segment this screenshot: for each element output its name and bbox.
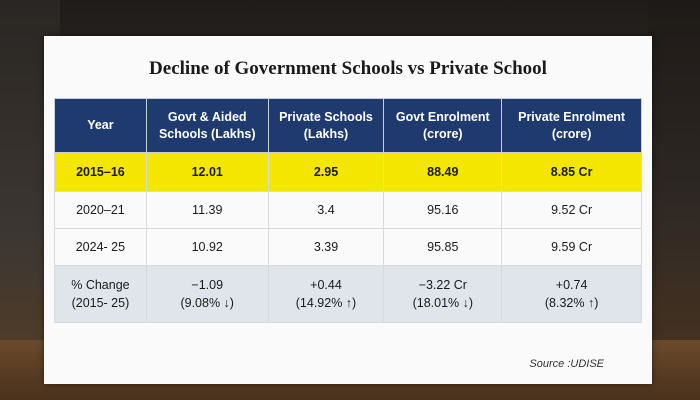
header-govt-enrolment: Govt Enrolment (crore) — [383, 98, 503, 153]
cell-govt-schools: 10.92 — [145, 228, 269, 266]
change-govt-schools-value: −1.09 — [191, 278, 224, 292]
change-private-enrolment-value: +0.74 — [555, 278, 588, 292]
header-private-schools: Private Schools (Lakhs) — [267, 98, 385, 153]
cell-year: 2024- 25 — [54, 228, 147, 266]
cell-govt-schools: 12.01 — [145, 152, 269, 192]
header-year: Year — [54, 98, 147, 153]
cell-change-private-enrolment: +0.74 (8.32% ↑) — [501, 265, 642, 323]
cell-change-private-schools: +0.44 (14.92% ↑) — [267, 265, 385, 323]
header-govt-schools: Govt & Aided Schools (Lakhs) — [145, 98, 269, 153]
slide-title: Decline of Government Schools vs Private… — [149, 58, 547, 79]
header-row: Year Govt & Aided Schools (Lakhs) Privat… — [54, 98, 642, 153]
cell-change-label: % Change (2015- 25) — [54, 265, 147, 323]
header-private-enrolment-line1: Private Enrolment — [518, 109, 626, 124]
slide-panel: Decline of Government Schools vs Private… — [44, 36, 652, 384]
header-govt-schools-line1: Govt & Aided — [167, 109, 247, 124]
cell-private-schools: 3.39 — [267, 228, 385, 266]
cell-private-enrolment: 9.52 Cr — [501, 191, 642, 229]
cell-year: 2015–16 — [54, 152, 147, 192]
table-row-2020-21: 2020–21 11.39 3.4 95.16 9.52 Cr — [54, 191, 642, 229]
cell-private-enrolment: 8.85 Cr — [501, 152, 642, 192]
change-govt-schools-percent: (9.08% ↓) — [180, 296, 234, 310]
change-label-line1: % Change — [71, 278, 130, 292]
cell-govt-enrolment: 95.85 — [383, 228, 503, 266]
data-table: Year Govt & Aided Schools (Lakhs) Privat… — [54, 98, 642, 323]
change-govt-enrolment-value: −3.22 Cr — [418, 278, 467, 292]
table-row-2024-25: 2024- 25 10.92 3.39 95.85 9.59 Cr — [54, 228, 642, 266]
cell-year: 2020–21 — [54, 191, 147, 229]
header-private-schools-line1: Private Schools — [279, 109, 373, 124]
cell-change-govt-enrolment: −3.22 Cr (18.01% ↓) — [383, 265, 503, 323]
header-govt-enrolment-line1: Govt Enrolment — [395, 109, 490, 124]
cell-private-schools: 2.95 — [267, 152, 385, 192]
change-private-schools-percent: (14.92% ↑) — [295, 296, 357, 310]
change-label-line2: (2015- 25) — [71, 296, 130, 310]
change-private-schools-value: +0.44 — [310, 278, 342, 292]
table-row-percent-change: % Change (2015- 25) −1.09 (9.08% ↓) +0.4… — [54, 265, 642, 323]
cell-private-schools: 3.4 — [267, 191, 385, 229]
cell-govt-schools: 11.39 — [145, 191, 269, 229]
header-govt-schools-line2: Schools (Lakhs) — [158, 126, 256, 141]
change-govt-enrolment-percent: (18.01% ↓) — [412, 296, 474, 310]
cell-change-govt-schools: −1.09 (9.08% ↓) — [145, 265, 269, 323]
table-row-2015-16: 2015–16 12.01 2.95 88.49 8.85 Cr — [54, 152, 642, 192]
cell-private-enrolment: 9.59 Cr — [501, 228, 642, 266]
header-private-schools-line2: (Lakhs) — [303, 126, 349, 141]
header-year-label: Year — [87, 118, 114, 132]
header-private-enrolment-line2: (crore) — [551, 126, 592, 141]
cell-govt-enrolment: 95.16 — [383, 191, 503, 229]
header-govt-enrolment-line2: (crore) — [423, 126, 463, 141]
change-private-enrolment-percent: (8.32% ↑) — [544, 296, 599, 310]
source-note: Source :UDISE — [529, 358, 604, 370]
cell-govt-enrolment: 88.49 — [383, 152, 503, 192]
background-wall-right — [648, 0, 700, 400]
header-private-enrolment: Private Enrolment (crore) — [501, 98, 642, 153]
